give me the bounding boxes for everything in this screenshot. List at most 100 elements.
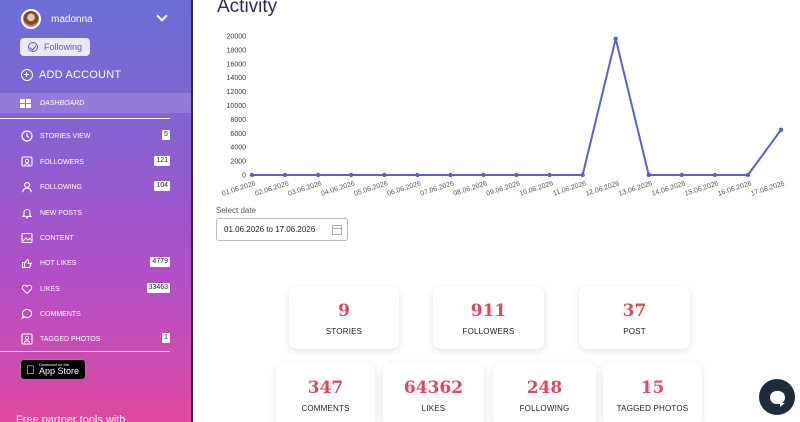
x-tick-label: 01.06.2026: [221, 180, 257, 198]
heart-icon: [20, 283, 33, 295]
x-tick-label: 05.06.2026: [353, 180, 389, 198]
tag-icon: [20, 333, 33, 345]
sidebar-item-likes[interactable]: LIKES 33463: [20, 282, 170, 296]
sidebar-item-tagged-photos[interactable]: TAGGED PHOTOS 1: [20, 332, 170, 346]
x-tick-label: 03.06.2026: [287, 180, 323, 198]
plus-circle-icon: [21, 69, 33, 81]
y-tick-label: 0: [242, 173, 246, 180]
data-point[interactable]: [315, 172, 321, 178]
stat-label: STORIES: [325, 327, 363, 336]
add-account-button[interactable]: ADD ACCOUNT: [21, 69, 121, 81]
sidebar-item-hot-likes[interactable]: HOT LIKES 4779: [20, 256, 170, 270]
check-circle-icon: [28, 42, 38, 52]
y-tick-label: 6000: [230, 131, 246, 138]
app-store-badge[interactable]:  Download on the App Store: [20, 359, 86, 380]
divider: [0, 118, 170, 119]
image-icon: [20, 232, 33, 244]
data-point[interactable]: [481, 172, 486, 178]
x-tick-label: 02.06.2026: [254, 180, 290, 198]
sidebar-item-label: FOLLOWERS: [40, 158, 84, 166]
stat-card-likes: 64362 LIKES: [383, 363, 484, 422]
app-store-small-text: Download on the: [30, 362, 69, 367]
sidebar-item-comments[interactable]: COMMENTS: [20, 307, 170, 321]
x-tick-label: 07.06.2026: [419, 180, 455, 198]
sidebar-item-label: CONTENT: [40, 234, 74, 242]
stat-label: TAGGED PHOTOS: [616, 404, 689, 413]
add-account-label: ADD ACCOUNT: [39, 69, 122, 81]
sidebar-item-label: LIKES: [40, 285, 60, 293]
x-tick-label: 11.06.2026: [552, 180, 587, 197]
data-point[interactable]: [778, 127, 784, 133]
data-point[interactable]: [613, 36, 618, 41]
x-tick-label: 15.06.2026: [684, 180, 720, 198]
sidebar-item-label: TAGGED PHOTOS: [40, 335, 101, 343]
account-switcher[interactable]: madonna: [21, 8, 171, 30]
x-tick-label: 04.06.2026: [320, 180, 356, 198]
following-button[interactable]: Following: [20, 38, 90, 56]
y-tick-label: 12000: [227, 89, 247, 96]
date-label: Select date: [216, 206, 257, 215]
divider: [0, 351, 170, 352]
chat-button[interactable]: [759, 379, 795, 415]
stat-value: 347: [307, 378, 344, 398]
stat-label: COMMENTS: [301, 404, 350, 413]
sidebar-item-followers[interactable]: FOLLOWERS 121: [20, 155, 170, 169]
stat-value: 9: [338, 301, 350, 321]
count-badge: 33463: [146, 283, 170, 293]
clock-icon: [20, 130, 33, 142]
sidebar-edge: [191, 0, 193, 422]
data-point[interactable]: [547, 172, 552, 178]
data-point[interactable]: [448, 172, 453, 178]
chevron-down-icon[interactable]: [156, 10, 168, 22]
app-store-large-text: App Store: [30, 366, 79, 376]
data-point[interactable]: [282, 172, 288, 178]
data-point[interactable]: [646, 172, 651, 178]
sidebar-item-following[interactable]: FOLLOWING 104: [20, 180, 170, 194]
data-point[interactable]: [580, 172, 585, 178]
sidebar-item-content[interactable]: CONTENT: [20, 231, 170, 245]
data-point[interactable]: [348, 172, 354, 178]
x-tick-label: 13.06.2026: [618, 180, 654, 198]
x-tick-label: 09.06.2026: [486, 180, 522, 198]
stat-card-tagged-photos: 15 TAGGED PHOTOS: [603, 363, 702, 422]
promo-text: Free partner tools with: [16, 414, 126, 422]
stat-card-post: 37 POST: [579, 286, 690, 349]
count-badge: 104: [154, 181, 170, 191]
dashboard-icon: [20, 98, 31, 108]
y-tick-label: 20000: [227, 34, 247, 41]
chat-icon: [769, 390, 785, 407]
data-point[interactable]: [249, 172, 255, 178]
sidebar-item-label: DASHBOARD: [40, 99, 85, 107]
sidebar-item-new-posts[interactable]: NEW POSTS: [20, 206, 170, 220]
user-icon: [20, 181, 33, 193]
data-point[interactable]: [415, 172, 420, 178]
page-title: Activity: [217, 0, 278, 17]
y-tick-label: 10000: [227, 103, 247, 110]
stat-card-following: 248 FOLLOWING: [493, 363, 596, 422]
calendar-icon[interactable]: [332, 225, 342, 235]
x-tick-label: 16.06.2026: [717, 180, 753, 198]
avatar: [21, 9, 41, 29]
bell-icon: [20, 207, 33, 219]
followers-icon: [20, 156, 33, 168]
stat-card-comments: 347 COMMENTS: [276, 363, 375, 422]
x-tick-label: 12.06.2026: [585, 180, 621, 198]
data-point[interactable]: [745, 172, 751, 178]
data-point[interactable]: [514, 172, 519, 178]
data-point[interactable]: [712, 172, 718, 178]
x-tick-label: 14.06.2026: [651, 180, 687, 198]
stat-value: 911: [470, 301, 507, 321]
stat-card-stories: 9 STORIES: [289, 286, 399, 349]
sidebar-item-dashboard[interactable]: DASHBOARD: [0, 93, 191, 113]
sidebar-item-stories-view[interactable]: STORIES VIEW 5: [20, 129, 170, 143]
count-badge: 121: [154, 156, 170, 166]
count-badge: 4779: [150, 257, 170, 267]
y-tick-label: 4000: [230, 145, 246, 152]
comment-icon: [20, 308, 33, 320]
stat-label: LIKES: [421, 404, 446, 413]
data-point[interactable]: [679, 172, 685, 178]
y-tick-label: 14000: [227, 75, 247, 82]
following-button-label: Following: [44, 42, 83, 52]
date-range-input[interactable]: 01.06.2026 to 17.06.2026: [216, 218, 348, 241]
data-point[interactable]: [382, 172, 387, 178]
